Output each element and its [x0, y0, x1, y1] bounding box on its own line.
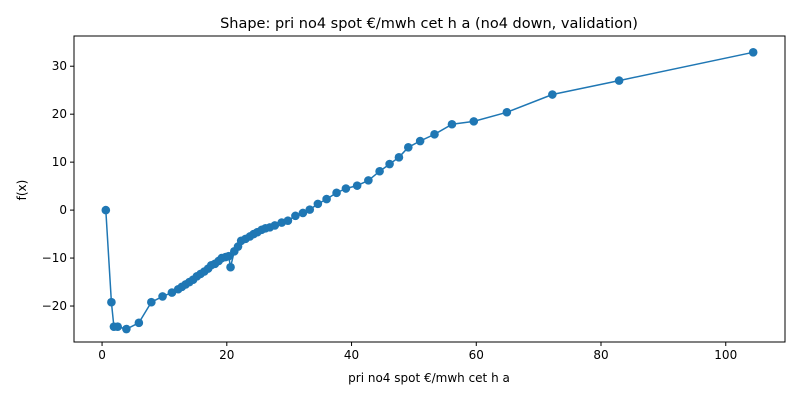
- data-point: [502, 107, 512, 117]
- data-point: [134, 318, 144, 328]
- y-axis-ticks: −20 −10 0 10 20 30: [42, 59, 74, 313]
- data-point: [158, 292, 167, 301]
- data-point: [270, 221, 280, 230]
- data-point: [298, 208, 308, 218]
- x-tick-label: 60: [469, 348, 484, 362]
- data-point: [322, 194, 331, 204]
- y-tick-label: 20: [52, 107, 67, 121]
- data-point: [283, 216, 293, 225]
- data-point: [107, 297, 116, 307]
- y-tick-label: 30: [52, 59, 67, 73]
- data-point: [375, 166, 384, 176]
- y-tick-label: 10: [52, 155, 67, 169]
- data-point: [364, 176, 373, 185]
- data-point: [341, 184, 351, 193]
- data-point: [147, 297, 156, 307]
- data-point: [748, 48, 758, 57]
- data-point: [415, 136, 425, 146]
- data-point: [430, 130, 439, 139]
- chart-title: Shape: pri no4 spot €/mwh cet h a (no4 d…: [220, 16, 638, 32]
- data-point: [469, 117, 479, 126]
- data-point: [313, 199, 323, 209]
- plot-area: [101, 48, 758, 334]
- data-point: [113, 322, 122, 331]
- y-tick-label: −20: [42, 299, 67, 313]
- data-point: [305, 205, 315, 214]
- data-point: [352, 181, 362, 190]
- data-point: [224, 251, 233, 261]
- plot-frame: [73, 35, 786, 343]
- data-point: [101, 205, 111, 215]
- data-point: [291, 211, 300, 221]
- data-point: [332, 188, 341, 198]
- data-point: [548, 90, 557, 99]
- data-point: [403, 142, 413, 152]
- x-tick-label: 80: [593, 348, 608, 362]
- x-axis-label: pri no4 spot €/mwh cet h a: [348, 371, 510, 385]
- y-tick-label: −10: [42, 251, 67, 265]
- data-point: [122, 324, 131, 334]
- x-tick-label: 40: [344, 348, 359, 362]
- x-tick-label: 0: [98, 348, 106, 362]
- data-point: [447, 119, 457, 129]
- y-axis-label: f(x): [15, 180, 29, 201]
- data-point: [614, 76, 624, 85]
- x-tick-label: 20: [219, 348, 234, 362]
- y-tick-label: 0: [59, 203, 67, 217]
- data-point: [226, 262, 235, 272]
- x-tick-label: 100: [714, 348, 737, 362]
- data-point: [385, 159, 394, 169]
- data-point: [394, 153, 404, 162]
- x-axis-ticks: 0 20 40 60 80 100: [98, 342, 737, 362]
